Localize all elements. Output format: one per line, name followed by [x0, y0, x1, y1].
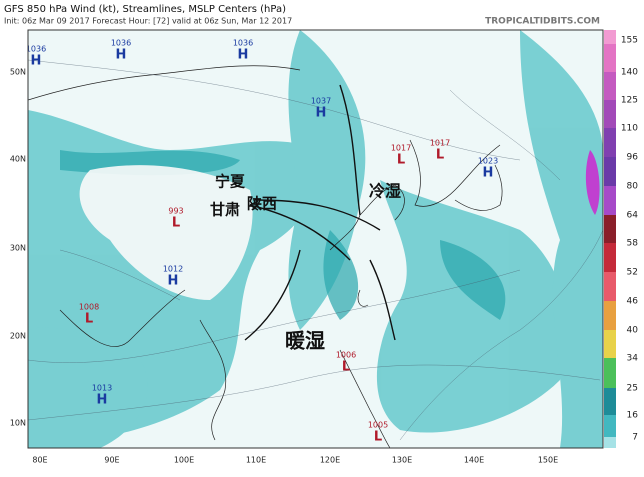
region-annotation: 甘肃: [210, 201, 240, 219]
watermark: TROPICALTIDBITS.COM: [485, 17, 600, 27]
colorbar-swatch: [604, 72, 616, 100]
pressure-value: 1006: [336, 351, 356, 360]
pressure-value: 1037: [311, 97, 331, 106]
colorbar-swatch: [604, 388, 616, 415]
longitude-label: 140E: [464, 456, 484, 465]
colorbar-swatch: [604, 44, 616, 72]
pressure-center-symbol: L: [374, 430, 382, 445]
colorbar-swatch: [604, 157, 616, 186]
longitude-label: 110E: [246, 456, 266, 465]
pressure-center-symbol: L: [172, 216, 180, 231]
colorbar: [604, 30, 616, 448]
pressure-center-symbol: L: [436, 148, 444, 163]
colorbar-swatch: [604, 215, 616, 243]
colorbar-label: 34: [627, 354, 639, 364]
colorbar-label: 125: [621, 96, 638, 106]
pressure-value: 1008: [79, 303, 99, 312]
colorbar-swatch: [604, 301, 616, 330]
region-annotation: 宁夏: [215, 173, 246, 191]
pressure-value: 1036: [111, 39, 131, 48]
latitude-label: 40N: [10, 155, 26, 164]
streamlines: [28, 59, 603, 441]
colorbar-label: 110: [621, 124, 638, 134]
pressure-center-symbol: H: [483, 166, 494, 181]
pressure-center-symbol: H: [168, 274, 179, 289]
high-terrain: [79, 165, 253, 300]
longitude-label: 90E: [104, 456, 119, 465]
longitude-label: 130E: [392, 456, 412, 465]
colorbar-swatch: [604, 272, 616, 301]
pressure-value: 1012: [163, 265, 183, 274]
map-title: GFS 850 hPa Wind (kt), Streamlines, MSLP…: [4, 4, 286, 15]
colorbar-swatch: [604, 437, 616, 448]
pressure-value: 1036: [26, 45, 46, 54]
region-annotation: 陕西: [247, 195, 277, 213]
pressure-value: 1013: [92, 384, 112, 393]
colorbar-label: 46: [627, 297, 639, 307]
colorbar-labels: 155 140 125 110 96 80 64 58 52 46 40 34 25 16 7: [621, 36, 638, 443]
colorbar-label: 25: [627, 384, 638, 394]
colorbar-swatch: [604, 100, 616, 128]
colorbar-label: 140: [621, 68, 638, 78]
pressure-value: 1017: [391, 144, 411, 153]
pressure-center-symbol: H: [31, 54, 42, 69]
pressure-center-symbol: L: [397, 153, 405, 168]
pressure-center-symbol: H: [97, 393, 108, 408]
colorbar-label: 52: [627, 268, 638, 278]
axis-labels: 50N 40N 30N 20N 10N 80E 90E 100E 110E 120E 130E 140…: [10, 68, 558, 465]
region-annotation: 暖湿: [285, 329, 325, 353]
colorbar-swatch: [604, 330, 616, 358]
colorbar-label: 64: [627, 211, 639, 221]
latitude-label: 10N: [10, 419, 26, 428]
latitude-label: 50N: [10, 68, 26, 77]
pressure-value: 1017: [430, 139, 450, 148]
colorbar-swatch: [604, 30, 616, 44]
colorbar-swatch: [604, 415, 616, 437]
pressure-center-symbol: H: [238, 48, 249, 63]
colorbar-swatch: [604, 186, 616, 215]
map-frame: [27, 29, 604, 449]
map-subtitle: Init: 06z Mar 09 2017 Forecast Hour: [72…: [4, 17, 292, 26]
latitude-label: 20N: [10, 332, 26, 341]
pressure-center-symbol: L: [342, 360, 350, 375]
pressure-center-symbol: H: [116, 48, 127, 63]
longitude-label: 120E: [320, 456, 340, 465]
colorbar-label: 40: [627, 326, 639, 336]
longitude-label: 100E: [174, 456, 194, 465]
strong-wind-core: [585, 150, 600, 215]
colorbar-label: 80: [627, 182, 639, 192]
region-annotation: 冷湿: [369, 182, 401, 201]
longitude-label: 80E: [32, 456, 47, 465]
pressure-center-symbol: L: [85, 312, 93, 327]
colorbar-label: 7: [632, 433, 638, 443]
colorbar-swatch: [604, 243, 616, 272]
colorbar-swatch: [604, 128, 616, 157]
pressure-center-symbol: H: [316, 106, 327, 121]
coastlines: [28, 65, 503, 448]
colorbar-label: 58: [627, 239, 639, 249]
flow-arrows: [244, 84, 396, 341]
latitude-label: 30N: [10, 244, 26, 253]
colorbar-label: 155: [621, 36, 638, 46]
pressure-value: 1005: [368, 421, 388, 430]
longitude-label: 150E: [538, 456, 558, 465]
colorbar-label: 96: [627, 153, 639, 163]
colorbar-swatch: [604, 358, 616, 388]
colorbar-label: 16: [627, 411, 639, 421]
pressure-value: 1023: [478, 157, 498, 166]
pressure-value: 993: [168, 207, 183, 216]
pressure-value: 1036: [233, 39, 253, 48]
